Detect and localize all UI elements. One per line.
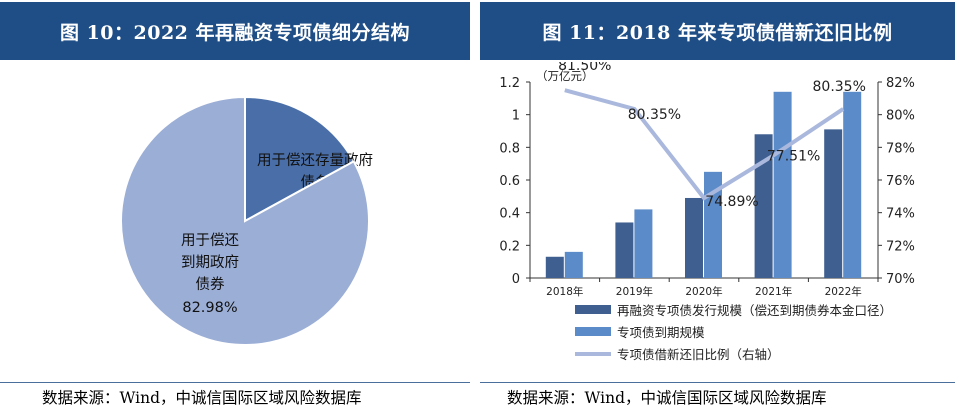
pie-slice-2 (120, 95, 370, 346)
right-axis-tick-label: 82% (886, 76, 915, 91)
right-chart-title: 图 11：2018 年来专项债借新还旧比例 (480, 2, 955, 60)
right-axis-tick-label: 74% (886, 207, 915, 222)
pie-slice-2-label-line-1: 用于偿还 (181, 232, 239, 249)
ratio-data-label-3: 74.89% (705, 194, 758, 210)
ratio-data-label-2: 80.35% (628, 107, 681, 123)
left-axis-tick-label: 0 (512, 272, 520, 287)
left-axis-tick-label: 0.2 (499, 239, 520, 254)
bar-series-1-2020年 (685, 197, 703, 278)
x-axis-tick-label: 2020年 (685, 285, 722, 298)
right-axis-tick-label: 72% (886, 239, 915, 254)
pie-slice-1 (244, 95, 356, 223)
pie-slice-2-value-label: 82.98% (182, 300, 237, 316)
pie-slice-1-label-line-1: 用于偿还存量政府 (257, 152, 373, 169)
pie-slice-2-label-line-3: 债券 (196, 276, 225, 293)
combo-chart: 0 0.2 0.4 0.6 0.8 1 1.2 70% 72% 74% 76% 78% 80% 82% （万… (499, 62, 915, 362)
left-chart-title: 图 10：2022 年再融资专项债细分结构 (0, 2, 470, 60)
ratio-data-label-1: 81.50% (558, 62, 611, 74)
right-source-note: 数据来源：Wind，中诚信国际区域风险数据库 (507, 389, 827, 407)
right-panel: 图 11：2018 年来专项债借新还旧比例 0 0.2 0.4 0.6 0.8 1 1.2 7… (480, 0, 955, 420)
legend-label-2: 专项债到期规模 (617, 325, 705, 340)
bar-series-1-2018年 (545, 256, 564, 278)
left-axis-tick-label: 1 (512, 109, 520, 124)
bar-series-2-2020年 (704, 171, 722, 278)
left-axis-tick-label: 0.4 (499, 207, 520, 222)
left-source-note: 数据来源：Wind，中诚信国际区域风险数据库 (42, 389, 362, 407)
bar-series-1-2021年 (754, 134, 773, 278)
ratio-data-label-5: 80.35% (813, 79, 866, 95)
x-axis-tick-label: 2018年 (546, 285, 583, 298)
legend-swatch-1 (575, 305, 611, 314)
left-axis-tick-label: 1.2 (499, 76, 520, 91)
right-axis-tick-label: 78% (886, 141, 915, 156)
left-axis-tick-label: 0.6 (499, 174, 520, 189)
right-source-divider (480, 382, 955, 383)
bar-series-2-2019年 (634, 209, 653, 278)
right-axis-tick-label: 80% (886, 109, 915, 124)
x-axis-tick-label: 2022年 (825, 285, 862, 298)
left-panel: 图 10：2022 年再融资专项债细分结构 用于偿还存量政府债务17.02%用于… (0, 0, 470, 420)
x-axis-tick-label: 2021年 (755, 285, 792, 298)
unit-label: （万亿元） (536, 69, 594, 83)
right-axis-tick-label: 76% (886, 174, 915, 189)
bar-series-2-2018年 (564, 251, 583, 278)
ratio-data-label-4: 77.51% (767, 148, 820, 164)
ratio-line (564, 88, 845, 201)
bar-series-2-2021年 (773, 91, 792, 278)
right-axis-tick-label: 70% (886, 272, 915, 287)
bar-series-1-2022年 (824, 129, 843, 278)
left-axis-tick-label: 0.8 (499, 141, 520, 156)
x-axis-tick-label: 2019年 (616, 285, 653, 298)
bar-series-2-2022年 (843, 91, 862, 278)
legend-swatch-2 (575, 327, 611, 336)
legend-label-3: 专项债借新还旧比例（右轴） (617, 347, 780, 362)
legend-label-1: 再融资专项债发行规模（偿还到期债券本金口径） (617, 303, 892, 318)
pie-slice-2-label-line-2: 到期政府 (181, 254, 239, 271)
left-source-divider (0, 382, 470, 383)
bar-series-1-2019年 (615, 222, 634, 278)
